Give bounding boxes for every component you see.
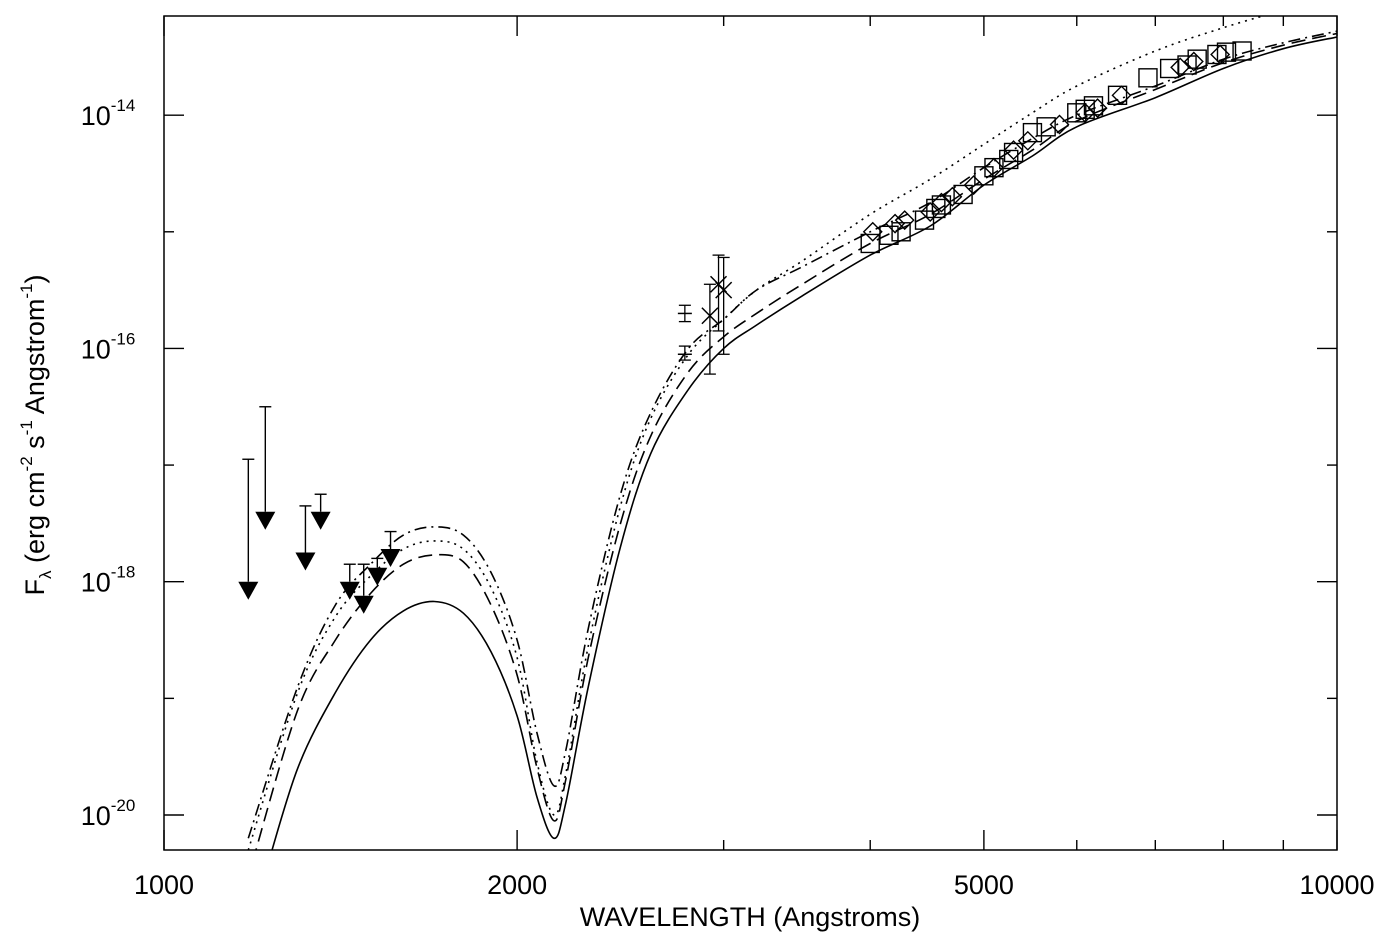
x-tick-label-10000: 10000	[1299, 870, 1374, 900]
diamond-marker-16	[1210, 44, 1231, 65]
upper-limit-arrowhead-6	[367, 567, 388, 586]
y-title-part-2: (erg cm	[20, 471, 50, 570]
y-tick-label--18: 10-18	[81, 563, 136, 598]
diamond-marker-2	[894, 210, 915, 231]
y-tick-exponent: -16	[111, 329, 136, 348]
diamond-marker-1	[885, 213, 906, 234]
y-tick-exponent: -20	[111, 796, 136, 815]
square-marker-12	[1036, 117, 1056, 137]
upper-limit-arrowhead-1	[255, 511, 276, 530]
x-axis-title: WAVELENGTH (Angstroms)	[580, 902, 921, 932]
y-tick-base: 10	[81, 568, 111, 598]
error-bar-points	[677, 254, 733, 375]
square-marker-22	[1216, 42, 1237, 62]
diamond-marker-12	[1087, 98, 1108, 119]
axis-ticks	[163, 16, 1338, 850]
upper-limit-arrowhead-7	[380, 549, 401, 568]
diamond-marker-7	[983, 157, 1004, 178]
square-marker-17	[1138, 68, 1158, 88]
y-title-part-0: F	[20, 579, 50, 596]
square-marker-19	[1177, 55, 1197, 75]
square-marker-16	[1107, 85, 1128, 106]
y-tick-base: 10	[81, 101, 111, 131]
square-marker-23	[1232, 41, 1252, 61]
y-title-part-4: s	[20, 435, 50, 456]
diamond-marker-10	[1049, 114, 1070, 135]
square-marker-15	[1083, 96, 1104, 116]
y-title-part-7: -1	[17, 284, 36, 299]
upper-limit-arrowhead-0	[238, 581, 259, 600]
diamond-marker-5	[942, 186, 963, 207]
square-marker-1	[879, 225, 899, 245]
x-tick-label-5000: 5000	[954, 870, 1014, 900]
diamond-markers	[862, 44, 1231, 242]
diamond-marker-15	[1183, 51, 1204, 72]
y-tick-exponent: -14	[111, 96, 136, 115]
series-model-solid	[271, 36, 1337, 850]
y-tick-exponent: -18	[111, 563, 136, 582]
upper-limit-arrows	[238, 406, 401, 614]
diamond-marker-3	[920, 201, 941, 222]
y-tick-label--14: 10-14	[81, 96, 136, 131]
y-title-part-5: -1	[17, 420, 36, 435]
y-title-part-6: Angstrom	[20, 299, 50, 421]
y-title-part-3: -2	[17, 456, 36, 471]
square-marker-6	[953, 184, 973, 205]
upper-limit-arrowhead-2	[295, 552, 316, 571]
y-tick-base: 10	[81, 334, 111, 364]
square-marker-3	[914, 210, 935, 230]
diamond-marker-4	[931, 192, 952, 213]
upper-limit-arrowhead-3	[310, 511, 331, 530]
model-lines	[247, 16, 1337, 850]
diamond-marker-13	[1111, 85, 1132, 106]
series-model-dashed	[255, 32, 1337, 850]
upper-limit-arrowhead-4	[339, 581, 360, 600]
square-markers	[860, 41, 1252, 254]
square-marker-20	[1187, 49, 1207, 69]
diamond-marker-0	[862, 221, 883, 242]
square-marker-11	[1022, 122, 1043, 143]
upper-limit-arrowhead-5	[353, 595, 374, 614]
y-tick-base: 10	[81, 801, 111, 831]
y-axis-title: Fλ (erg cm-2 s-1 Angstrom-1)	[17, 275, 55, 596]
diamond-marker-6	[963, 175, 984, 196]
x-tick-labels: 1000 2000 5000 10000	[134, 870, 1375, 900]
diamond-marker-9	[1017, 130, 1038, 151]
square-marker-10	[1003, 142, 1024, 163]
diamond-marker-14	[1170, 57, 1191, 78]
cross-marker-2	[701, 307, 719, 325]
series-model-dashdot	[247, 30, 1337, 839]
series-model-dotted	[247, 16, 1266, 850]
square-marker-14	[1075, 99, 1095, 120]
square-marker-2	[891, 222, 911, 242]
square-marker-0	[860, 233, 880, 254]
y-tick-label--16: 10-16	[81, 329, 136, 364]
x-tick-label-1000: 1000	[134, 870, 194, 900]
diamond-marker-8	[1003, 140, 1024, 161]
y-title-part-1: λ	[36, 570, 55, 579]
y-tick-label--20: 10-20	[81, 796, 136, 831]
plot-frame	[163, 15, 1338, 851]
x-tick-label-2000: 2000	[487, 870, 547, 900]
square-marker-9	[999, 149, 1019, 170]
cross-marker-4	[715, 281, 733, 299]
y-title-part-8: )	[20, 275, 50, 284]
